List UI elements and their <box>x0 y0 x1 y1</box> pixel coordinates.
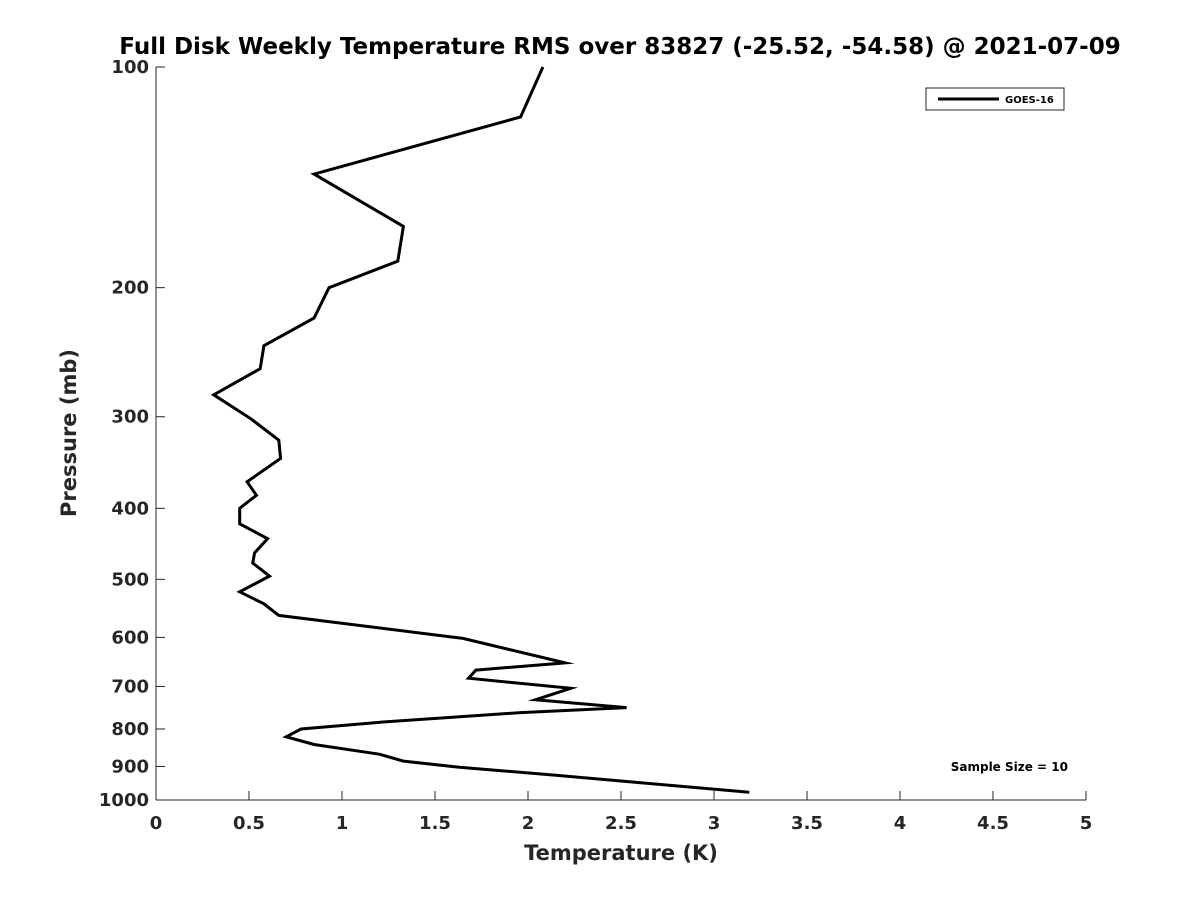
x-tick-label: 1.5 <box>419 813 451 834</box>
x-tick-label: 2 <box>522 813 535 834</box>
y-tick-label: 600 <box>111 627 149 648</box>
x-tick-label: 3 <box>708 813 721 834</box>
legend: GOES-16 <box>925 87 1065 111</box>
x-tick-label: 4 <box>894 813 907 834</box>
x-tick-label: 1 <box>336 813 349 834</box>
y-tick-label: 1000 <box>99 790 149 811</box>
y-tick-label: 500 <box>111 569 149 590</box>
y-tick-label: 400 <box>111 498 149 519</box>
x-tick-label: 2.5 <box>605 813 637 834</box>
y-tick-label: 200 <box>111 278 149 299</box>
x-tick-label: 5 <box>1080 813 1093 834</box>
x-ticks: 0 0.5 1 1.5 2 2.5 3 3.5 4 4.5 5 <box>150 791 1093 834</box>
y-tick-label: 100 <box>111 57 149 78</box>
x-tick-label: 0.5 <box>233 813 265 834</box>
series-layer <box>210 66 750 794</box>
x-tick-label: 3.5 <box>791 813 823 834</box>
y-axis-label: Pressure (mb) <box>57 349 81 517</box>
x-tick-label: 4.5 <box>977 813 1009 834</box>
y-tick-label: 900 <box>111 756 149 777</box>
y-ticks: 100 200 300 400 500 600 700 800 900 1000 <box>99 57 165 811</box>
chart-title: Full Disk Weekly Temperature RMS over 83… <box>119 34 1121 60</box>
plot-area: 0 0.5 1 1.5 2 2.5 3 3.5 4 4.5 5 100 200 300 400 500 600… <box>99 57 1092 834</box>
y-tick-label: 700 <box>111 676 149 697</box>
sample-size-annotation: Sample Size = 10 <box>951 760 1068 774</box>
x-axis-label: Temperature (K) <box>524 841 718 865</box>
x-tick-label: 0 <box>150 813 163 834</box>
series-line-goes-16 <box>210 66 750 794</box>
y-tick-label: 800 <box>111 719 149 740</box>
legend-label: GOES-16 <box>1005 95 1054 106</box>
y-tick-label: 300 <box>111 407 149 428</box>
